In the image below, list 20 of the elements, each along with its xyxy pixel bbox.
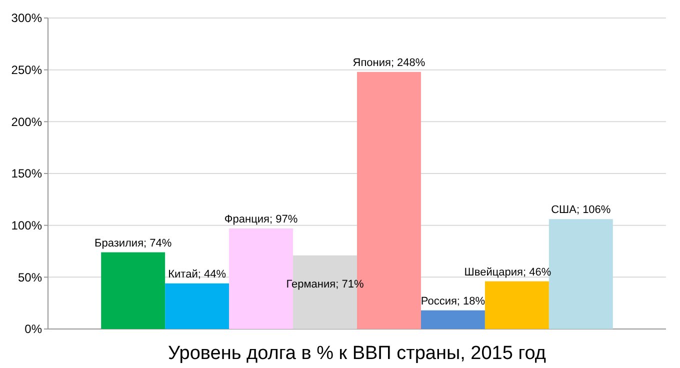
text: Уровень долга в % к ВВП страны, 2015 год bbox=[168, 343, 546, 364]
y-tick-label: 100% bbox=[11, 218, 42, 233]
data-label: Китай; 44% bbox=[168, 268, 226, 280]
data-label: Россия; 18% bbox=[420, 295, 486, 308]
data-label: Бразилия; 74% bbox=[94, 237, 172, 250]
data-label: Франция; 97% bbox=[224, 213, 298, 226]
bar bbox=[484, 281, 549, 329]
data-label: США; 106% bbox=[551, 204, 611, 216]
data-label: Германия; 71% bbox=[286, 278, 364, 290]
y-tick-label: 250% bbox=[11, 63, 42, 78]
data-label: Япония; 248% bbox=[352, 56, 426, 69]
bar bbox=[165, 283, 230, 329]
bar bbox=[420, 310, 485, 329]
y-tick-label: 50% bbox=[18, 270, 42, 284]
y-tick-label: 150% bbox=[11, 166, 42, 181]
data-label: Швейцария; 46% bbox=[464, 266, 552, 278]
y-tick-label: 200% bbox=[11, 114, 42, 129]
bar bbox=[101, 252, 166, 329]
y-tick-label: 300% bbox=[11, 11, 42, 26]
y-tick-label: 0% bbox=[24, 322, 42, 336]
